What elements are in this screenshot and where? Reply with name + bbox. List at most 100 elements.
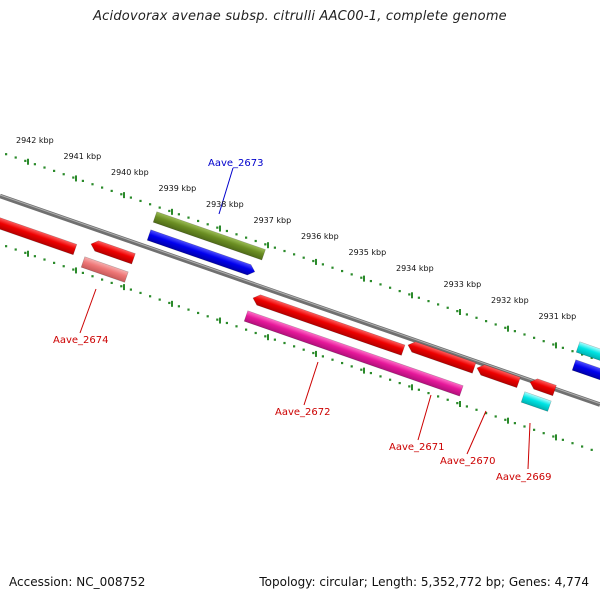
lower-track-dot <box>446 398 449 401</box>
lower-track-dot <box>369 371 372 375</box>
upper-track-dot <box>379 283 382 286</box>
lower-track-dot <box>72 268 75 271</box>
upper-track-dot <box>110 189 113 193</box>
lower-track-dot <box>465 405 468 408</box>
leader-line <box>417 394 432 441</box>
gene-label-aave-2670[interactable]: Aave_2670 <box>440 456 496 467</box>
gene-features <box>0 211 600 412</box>
gene-block-aave-2674[interactable] <box>80 256 129 283</box>
upper-track-dot <box>446 306 449 309</box>
label-leader-lines <box>79 167 531 470</box>
gene-label-aave-2672[interactable]: Aave_2672 <box>275 407 331 418</box>
upper-track-dot <box>475 316 478 319</box>
gene-label-aave-2669[interactable]: Aave_2669 <box>496 472 552 483</box>
lower-track-dot <box>168 301 171 305</box>
kbp-label: 2933 kbp <box>444 280 482 289</box>
gene-block-blue-right[interactable] <box>571 359 600 384</box>
lower-track-dot <box>149 295 152 298</box>
lower-track-dot <box>139 291 142 295</box>
lower-track-dot <box>360 368 363 371</box>
upper-track-dot <box>513 330 516 333</box>
map-title: Acidovorax avenae subsp. citrulli AAC00-… <box>93 9 507 24</box>
upper-track-dot <box>542 340 545 343</box>
gene-block-small-red[interactable] <box>89 239 136 265</box>
gene-label-aave-2674[interactable]: Aave_2674 <box>53 335 109 346</box>
upper-track-dot <box>417 296 420 299</box>
upper-track-dot <box>321 263 324 266</box>
lower-track-dot <box>341 361 344 365</box>
upper-track-dot <box>43 166 46 169</box>
upper-track-dot <box>24 159 27 162</box>
lower-track-dot <box>581 445 584 448</box>
gene-block-aave-2672[interactable] <box>243 310 464 397</box>
lower-track-dot <box>485 412 488 415</box>
gene-block-long-red[interactable] <box>251 293 406 356</box>
lower-track-dot <box>81 271 84 274</box>
upper-track-dot <box>187 216 190 219</box>
upper-track-dot <box>158 206 161 209</box>
kbp-label: 2942 kbp <box>16 136 54 145</box>
upper-track-dot <box>264 243 267 246</box>
upper-track-dot <box>5 153 8 156</box>
upper-track-dot <box>254 239 257 243</box>
lower-track-dot <box>283 341 286 345</box>
leader-line <box>303 361 319 406</box>
lower-track-dot <box>158 298 161 301</box>
lower-track-dot <box>331 358 334 361</box>
kbp-label: 2931 kbp <box>539 312 577 321</box>
upper-track-dot <box>14 156 17 159</box>
lower-track-dot <box>321 355 324 358</box>
upper-track-dot <box>523 333 526 336</box>
lower-track-dot <box>110 281 113 285</box>
gene-block-cyan-small[interactable] <box>520 391 552 412</box>
lower-track-dot <box>53 261 56 264</box>
gene-block-aave-2670[interactable] <box>475 363 521 389</box>
lower-track-dot <box>427 391 430 395</box>
lower-track-dot <box>533 428 536 431</box>
gene-block-aave-2671[interactable] <box>406 340 477 374</box>
leader-line <box>527 422 531 470</box>
kbp-labels: 2942 kbp 2941 kbp 2940 kbp 2939 kbp 2938 kbp… <box>16 136 576 321</box>
upper-track-dot <box>149 203 152 206</box>
gene-label-aave-2671[interactable]: Aave_2671 <box>389 442 445 453</box>
leader-line <box>466 410 487 455</box>
gene-label-aave-2673[interactable]: Aave_2673 <box>208 158 264 169</box>
upper-track-dot <box>389 286 392 289</box>
upper-track-dot <box>62 173 65 176</box>
upper-track-dot <box>590 356 593 359</box>
upper-track-dot <box>120 193 123 196</box>
gene-block-cyan-right[interactable] <box>575 341 600 366</box>
leader-line <box>218 167 234 215</box>
lower-track-dot <box>437 395 440 398</box>
lower-track-dot <box>43 258 46 261</box>
lower-track-dot <box>5 245 8 248</box>
lower-track-dot <box>225 321 228 325</box>
lower-track-dot <box>417 388 420 391</box>
leader-line <box>79 288 97 334</box>
upper-track-dot <box>437 303 440 306</box>
lower-track-dot <box>197 311 200 315</box>
genome-info-text: Topology: circular; Length: 5,352,772 bp… <box>259 575 589 589</box>
lower-track-dot <box>129 288 132 291</box>
gene-block-aave-2669[interactable] <box>528 377 557 397</box>
upper-track-dot <box>456 310 459 313</box>
upper-track-dot <box>581 353 584 356</box>
gene-block-blue-reverse[interactable] <box>146 229 256 277</box>
upper-track-dot <box>293 253 296 256</box>
lower-track-dot <box>187 308 190 311</box>
lower-track-dot <box>456 402 459 405</box>
lower-track-dot <box>590 448 593 451</box>
gene-block-aave-2673[interactable] <box>152 211 266 261</box>
gene-block-leftmost-red[interactable] <box>0 214 78 256</box>
upper-track-dot <box>235 233 238 236</box>
lower-track-dot <box>177 305 180 308</box>
kbp-label: 2932 kbp <box>491 296 529 305</box>
kbp-label: 2939 kbp <box>159 184 197 193</box>
upper-track-dot <box>33 163 36 166</box>
upper-track-dot <box>494 323 497 326</box>
upper-track-dot <box>312 259 315 263</box>
lower-track-dot <box>273 338 276 341</box>
upper-track-dot <box>139 199 142 203</box>
lower-track-dot <box>245 328 248 331</box>
